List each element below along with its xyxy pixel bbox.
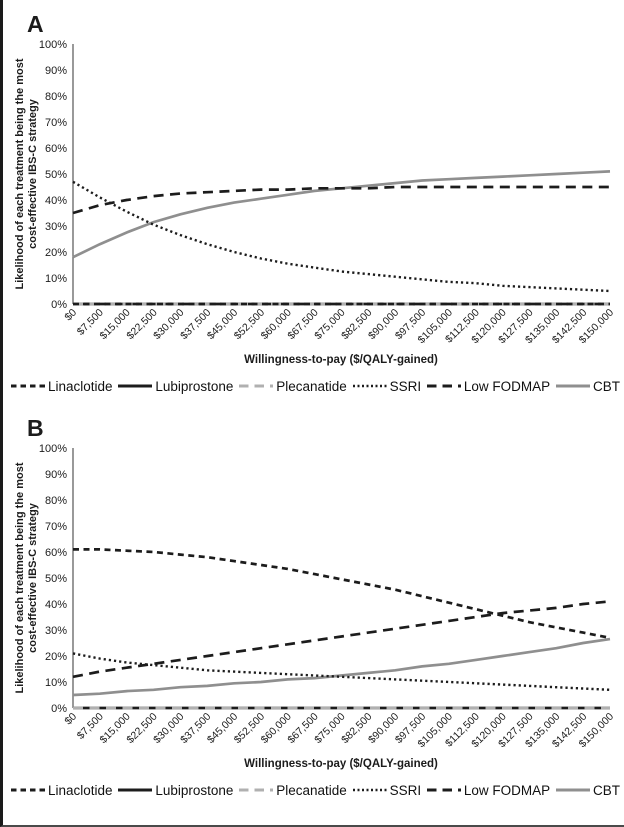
series-line-low-fodmap xyxy=(72,600,611,679)
legend-label: Plecanatide xyxy=(276,378,347,394)
legend-item-linaclotide: Linaclotide xyxy=(10,783,113,798)
cost-effectiveness-chart-a: A Likelihood of each treatment being the… xyxy=(14,11,616,366)
legend-label: SSRI xyxy=(389,378,422,394)
legend-item-low-fodmap: Low FODMAP xyxy=(426,379,550,394)
solid-black-line-swatch xyxy=(118,384,153,388)
legend-item-lubiprostone: Lubiprostone xyxy=(117,379,233,394)
panel-label-b: B xyxy=(27,415,44,441)
y-tick-label: 0% xyxy=(51,299,67,311)
legend-label: CBT xyxy=(592,782,620,798)
solid-black-line-swatch xyxy=(118,788,153,792)
dotted-line-swatch xyxy=(352,788,387,792)
x-axis-title: Willingness-to-pay ($/QALY-gained) xyxy=(244,758,438,770)
y-tick-label: 40% xyxy=(45,195,67,207)
long-dashed-line-swatch xyxy=(426,788,461,792)
legend-item-ssri: SSRI xyxy=(352,378,422,394)
legend-item-ssri: SSRI xyxy=(352,782,422,798)
legend-label: Low FODMAP xyxy=(463,782,551,798)
series-line-cbt xyxy=(72,170,611,259)
x-axis-title: Willingness-to-pay ($/QALY-gained) xyxy=(244,354,438,366)
short-dashed-line-swatch xyxy=(11,384,45,388)
y-tick-label: 30% xyxy=(45,221,67,233)
y-tick-label: 60% xyxy=(45,547,67,559)
legend-item-linaclotide: Linaclotide xyxy=(10,379,113,394)
y-tick-label: 100% xyxy=(39,39,67,51)
cost-effectiveness-chart-b: B Likelihood of each treatment being the… xyxy=(14,415,616,770)
short-dashed-line-swatch xyxy=(11,788,45,792)
legend-item-plecanatide: Plecanatide xyxy=(238,379,347,394)
y-axis-title-line1: Likelihood of each treatment being the m… xyxy=(14,58,26,289)
legend-label: Lubiprostone xyxy=(155,782,234,798)
legend-label: Lubiprostone xyxy=(155,378,234,394)
legend-item-cbt: CBT xyxy=(555,379,620,394)
legend-label: Low FODMAP xyxy=(463,378,551,394)
y-tick-label: 0% xyxy=(51,703,67,715)
legend-label: Linaclotide xyxy=(48,782,113,798)
panel-a: A Likelihood of each treatment being the… xyxy=(3,6,624,398)
legend-item-lubiprostone: Lubiprostone xyxy=(117,783,233,798)
y-tick-label: 80% xyxy=(45,91,67,103)
legend-label: SSRI xyxy=(389,782,422,798)
long-dashed-line-swatch xyxy=(426,384,461,388)
gray-dashed-line-swatch xyxy=(239,788,274,792)
solid-gray-line-swatch xyxy=(555,384,590,388)
series-line-ssri xyxy=(72,652,611,691)
plot-area-a: 0%10%20%30%40%50%60%70%80%90%100%$0$7,50… xyxy=(39,39,616,346)
plot-area-b: 0%10%20%30%40%50%60%70%80%90%100%$0$7,50… xyxy=(39,443,616,750)
legend-item-plecanatide: Plecanatide xyxy=(238,783,347,798)
y-tick-label: 50% xyxy=(45,169,67,181)
y-axis-title-line2: cost-effective IBS-C strategy xyxy=(27,502,39,653)
y-tick-label: 20% xyxy=(45,247,67,259)
y-tick-label: 100% xyxy=(39,443,67,455)
legend-a: Linaclotide Lubiprostone Plecanatide SSRI Lo… xyxy=(3,374,624,398)
panel-b: B Likelihood of each treatment being the… xyxy=(3,410,624,802)
gray-dashed-line-swatch xyxy=(239,384,274,388)
y-tick-label: 70% xyxy=(45,117,67,129)
legend-label: Plecanatide xyxy=(276,782,347,798)
series-line-linaclotide xyxy=(73,548,611,640)
legend-item-low-fodmap: Low FODMAP xyxy=(426,783,550,798)
y-tick-label: 30% xyxy=(45,625,67,637)
y-tick-label: 50% xyxy=(45,573,67,585)
y-tick-label: 20% xyxy=(45,651,67,663)
y-tick-label: 80% xyxy=(45,495,67,507)
solid-gray-line-swatch xyxy=(555,788,590,792)
legend-b: Linaclotide Lubiprostone Plecanatide SSRI Lo… xyxy=(3,778,624,802)
series-line-low-fodmap xyxy=(72,185,610,215)
y-tick-label: 10% xyxy=(45,273,67,285)
panel-label-a: A xyxy=(27,11,44,37)
y-tick-label: 60% xyxy=(45,143,67,155)
series-line-cbt xyxy=(72,637,611,697)
y-tick-label: 90% xyxy=(45,65,67,77)
series-line-ssri xyxy=(72,180,611,293)
y-axis-title-line2: cost-effective IBS-C strategy xyxy=(27,98,39,249)
y-tick-label: 40% xyxy=(45,599,67,611)
y-tick-label: 70% xyxy=(45,521,67,533)
dotted-line-swatch xyxy=(352,384,387,388)
legend-label: Linaclotide xyxy=(48,378,113,394)
y-axis-title-line1: Likelihood of each treatment being the m… xyxy=(14,462,26,693)
y-tick-label: 10% xyxy=(45,677,67,689)
legend-label: CBT xyxy=(592,378,620,394)
y-tick-label: 90% xyxy=(45,469,67,481)
legend-item-cbt: CBT xyxy=(555,783,620,798)
